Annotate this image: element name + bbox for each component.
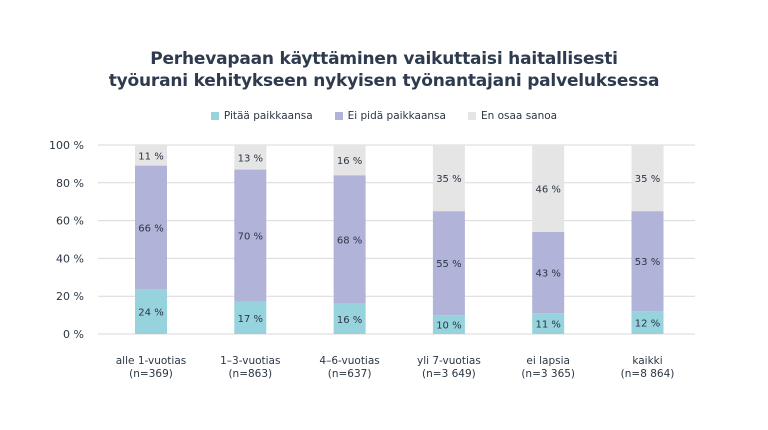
x-tick-label: 1–3-vuotias (220, 355, 280, 367)
bar-segment (135, 145, 167, 166)
chart-title-line-1: Perhevapaan käyttäminen vaikuttaisi hait… (150, 49, 618, 69)
y-tick-label: 0 % (63, 328, 84, 341)
legend-swatch (334, 112, 343, 120)
x-tick-label: (n=637) (328, 368, 372, 380)
y-tick-label: 60 % (56, 215, 84, 228)
data-label: 24 % (138, 308, 163, 319)
chart-title-line-2: työurani kehitykseen nykyisen työnantaja… (108, 71, 660, 91)
x-tick-label: ei lapsia (526, 355, 570, 367)
bar-segment (631, 145, 664, 212)
bar-segment (135, 289, 167, 334)
legend-label: Ei pidä paikkaansa (347, 110, 446, 122)
data-label: 46 % (535, 184, 560, 195)
bar-segment (234, 301, 267, 334)
bar-segment (333, 303, 366, 334)
legend-item-pitaa: Pitää paikkaansa (210, 110, 313, 122)
data-label: 13 % (238, 153, 263, 164)
bar-segment (532, 231, 565, 314)
data-label: 35 % (635, 174, 660, 185)
bar-segment (432, 145, 465, 212)
bar-segment (333, 145, 366, 176)
bar-segment (532, 145, 565, 232)
legend-swatch (467, 112, 476, 120)
bar-segment (234, 169, 267, 302)
y-tick-label: 100 % (49, 139, 84, 152)
x-tick-label: (n=863) (228, 368, 272, 380)
x-tick-label: kaikki (632, 355, 662, 367)
legend-item-ei-pida: Ei pidä paikkaansa (334, 110, 446, 122)
x-tick-label: (n=8 864) (621, 368, 675, 380)
data-label: 53 % (635, 257, 660, 268)
x-tick-label: alle 1-vuotias (116, 355, 187, 367)
data-label: 11 % (138, 151, 163, 162)
y-tick-label: 80 % (56, 177, 84, 190)
bar-segment (631, 311, 664, 334)
data-label: 11 % (535, 320, 560, 331)
data-label: 43 % (535, 269, 560, 280)
bar-segment (135, 165, 167, 290)
data-label: 70 % (238, 232, 263, 243)
data-label: 16 % (337, 156, 362, 167)
x-tick-label: (n=3 365) (521, 368, 575, 380)
legend-label: En osaa sanoa (480, 110, 558, 122)
bar-segment (631, 211, 664, 312)
data-label: 66 % (138, 223, 163, 234)
bar-segment (532, 313, 565, 334)
y-tick-label: 40 % (56, 252, 84, 265)
x-tick-label: (n=3 649) (422, 368, 476, 380)
bar-segment (432, 315, 465, 334)
x-tick-label: 4–6-vuotias (319, 355, 379, 367)
legend: Pitää paikkaansa Ei pidä paikkaansa En o… (0, 110, 768, 122)
data-label: 16 % (337, 315, 362, 326)
x-tick-label: yli 7-vuotias (417, 355, 481, 367)
bar-segment (234, 145, 267, 170)
legend-label: Pitää paikkaansa (223, 110, 313, 122)
data-label: 55 % (436, 259, 461, 270)
data-label: 68 % (337, 236, 362, 247)
bar-segment (333, 175, 366, 304)
data-label: 35 % (436, 174, 461, 185)
data-label: 10 % (436, 321, 461, 332)
data-label: 12 % (635, 319, 660, 330)
legend-swatch (210, 112, 219, 120)
legend-item-en-osaa: En osaa sanoa (467, 110, 558, 122)
data-label: 17 % (238, 314, 263, 325)
y-tick-label: 20 % (56, 290, 84, 303)
chart-title: Perhevapaan käyttäminen vaikuttaisi hait… (0, 48, 768, 92)
bar-segment (432, 211, 465, 316)
x-tick-label: (n=369) (129, 368, 173, 380)
